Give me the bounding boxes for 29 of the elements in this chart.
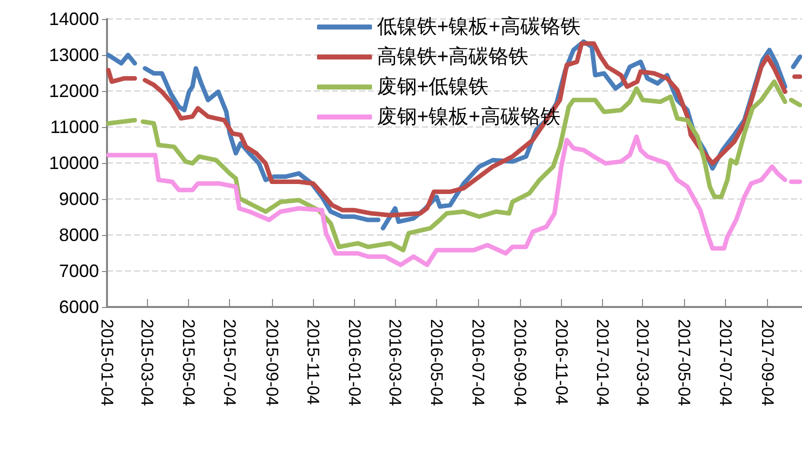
y-tick-label: 8000 <box>58 225 99 245</box>
x-tick-label: 2016-05-04 <box>427 319 446 406</box>
x-tick-label: 2015-11-04 <box>304 319 323 405</box>
y-tick-label: 7000 <box>58 261 99 281</box>
y-tick-label: 10000 <box>48 153 99 173</box>
x-tick-label: 2015-07-04 <box>220 319 240 406</box>
x-tick-label: 2016-07-04 <box>468 319 488 406</box>
x-tick-label: 2017-03-04 <box>633 319 652 406</box>
x-tick-label: 2016-01-04 <box>344 319 364 406</box>
x-tick-label: 2016-11-04 <box>552 319 571 405</box>
x-tick-label: 2017-07-04 <box>716 319 735 406</box>
x-tick-label: 2015-03-04 <box>138 319 157 406</box>
y-tick-label: 14000 <box>48 9 99 29</box>
y-tick-label: 13000 <box>48 45 99 65</box>
x-tick-label: 2015-01-04 <box>98 319 116 406</box>
x-tick-label: 2016-09-04 <box>510 319 530 406</box>
y-tick-label: 11000 <box>50 117 99 137</box>
legend-label: 高镍铁+高碳铬铁 <box>377 45 529 68</box>
x-tick-label: 2015-05-04 <box>178 319 198 406</box>
x-tick-label: 2017-01-04 <box>593 319 612 406</box>
x-tick-label: 2015-09-04 <box>262 319 282 406</box>
x-tick-label: 2017-09-04 <box>758 319 777 406</box>
y-tick-label: 6000 <box>58 297 99 317</box>
y-tick-label: 9000 <box>58 189 99 209</box>
x-tick-label: 2017-05-04 <box>674 319 694 406</box>
legend-label: 废钢+低镍铁 <box>377 76 489 98</box>
y-tick-label: 12000 <box>48 81 99 101</box>
legend-label: 低镍铁+镍板+高碳铬铁 <box>377 15 580 38</box>
x-tick-label: 2016-03-04 <box>386 319 405 406</box>
